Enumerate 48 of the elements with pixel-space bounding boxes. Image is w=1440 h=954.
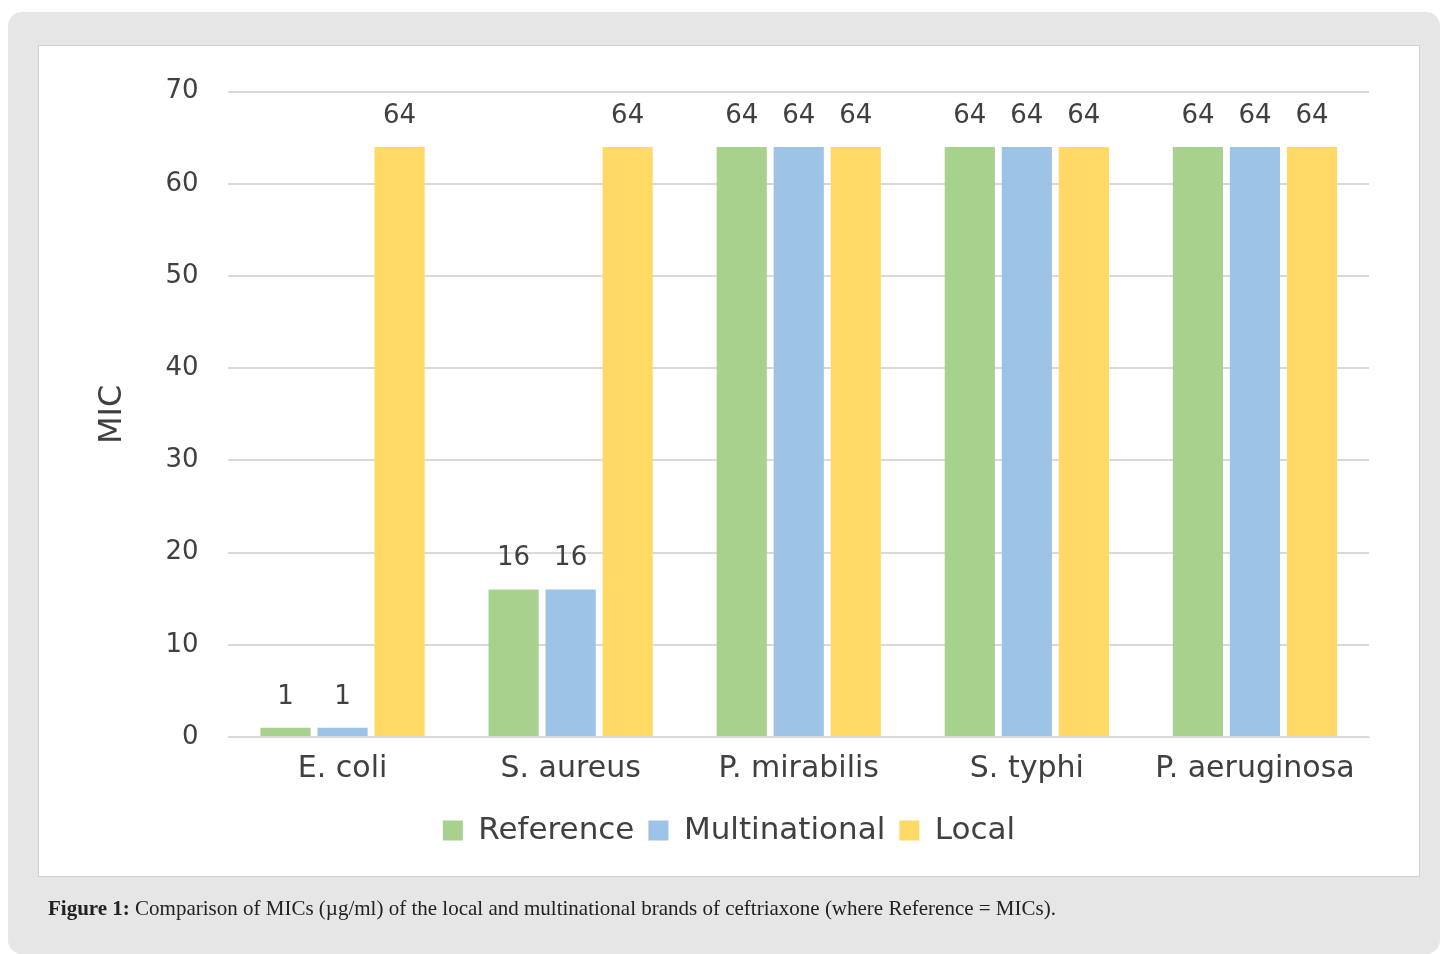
data-label: 64 [839, 98, 873, 129]
bar [1058, 146, 1109, 736]
data-label: 64 [953, 98, 987, 129]
x-tick-label: P. mirabilis [718, 748, 879, 784]
bar [374, 146, 425, 736]
bar [260, 727, 311, 736]
data-label: 64 [383, 98, 417, 129]
bar [488, 589, 539, 736]
legend-label: Multinational [683, 809, 886, 846]
y-tick-label: 30 [165, 443, 199, 474]
y-axis-title: MIC [90, 384, 129, 444]
y-tick-label: 0 [181, 719, 199, 750]
data-label: 64 [725, 98, 759, 129]
data-label: 1 [334, 679, 351, 710]
bar [602, 146, 653, 736]
data-label: 16 [554, 541, 588, 572]
data-label: 64 [611, 98, 645, 129]
y-tick-label: 70 [165, 74, 199, 105]
data-label: 64 [1238, 98, 1272, 129]
bar [317, 727, 368, 736]
bar [1229, 146, 1281, 736]
legend-label: Local [934, 809, 1016, 846]
bar [1172, 146, 1224, 736]
y-tick-label: 40 [165, 350, 199, 381]
legend-label: Reference [478, 809, 635, 846]
data-label: 64 [1010, 98, 1044, 129]
data-label: 64 [1067, 98, 1101, 129]
bar [830, 146, 881, 736]
bar [545, 589, 596, 736]
data-label: 16 [497, 541, 531, 572]
y-tick-label: 60 [165, 166, 199, 197]
bar [1001, 146, 1052, 736]
y-tick-label: 50 [165, 258, 199, 289]
bar [944, 146, 995, 736]
y-tick-label: 20 [165, 535, 199, 566]
y-tick-label: 10 [165, 627, 199, 658]
bar [716, 146, 767, 736]
x-tick-label: E. coli [297, 748, 388, 784]
x-tick-label: P. aeruginosa [1155, 748, 1355, 784]
data-label: 64 [1295, 98, 1329, 129]
bar [773, 146, 824, 736]
caption: Figure 1: Comparison of MICs (µg/ml) of the local and multinational brands of ceftriaxone (where Reference = MICs). [48, 896, 1057, 920]
data-label: 1 [277, 679, 294, 710]
bar [1286, 146, 1338, 736]
x-tick-label: S. aureus [500, 748, 641, 784]
data-label: 64 [1181, 98, 1215, 129]
data-label: 64 [782, 98, 816, 129]
x-tick-label: S. typhi [969, 748, 1084, 784]
